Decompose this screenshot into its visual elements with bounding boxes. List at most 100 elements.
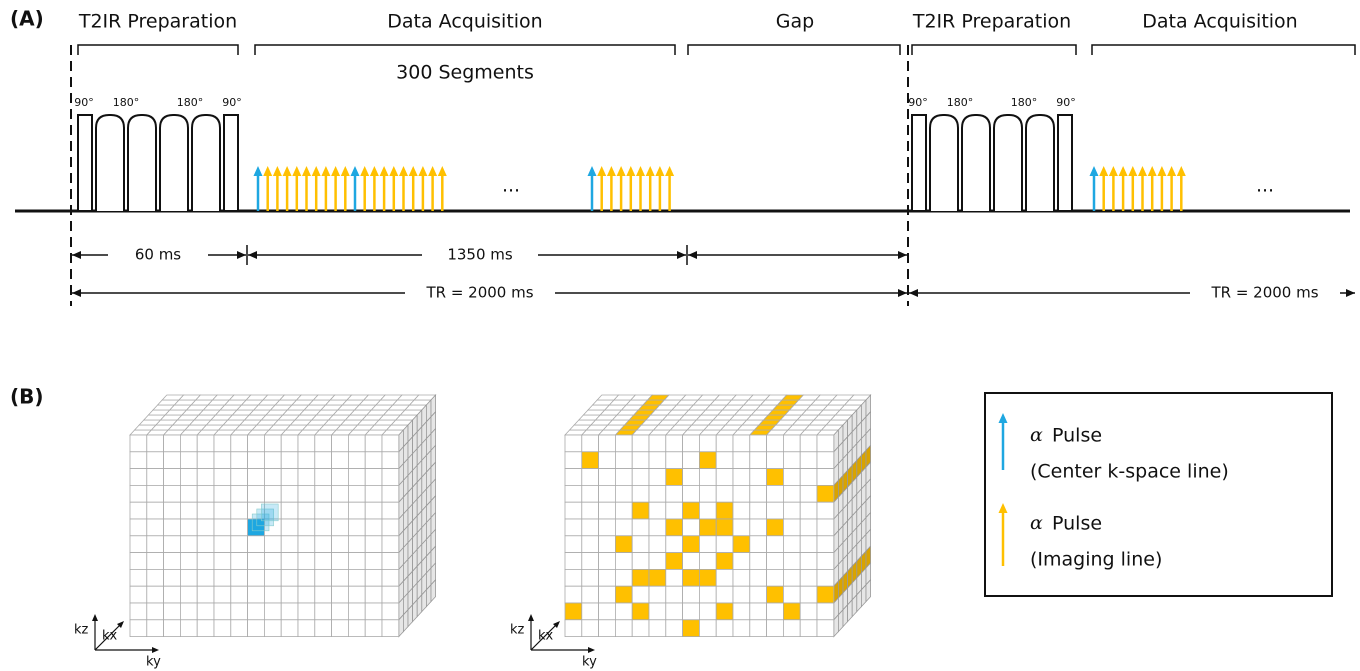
cube-cell xyxy=(214,536,231,553)
cube-cell xyxy=(666,469,683,486)
cube-cell xyxy=(716,553,733,570)
cube-cell xyxy=(298,435,315,452)
cube-cell xyxy=(130,469,147,486)
cube-cell xyxy=(164,620,181,637)
imaging-pulse xyxy=(418,166,427,176)
cube-cell xyxy=(565,620,582,637)
cube-cell xyxy=(582,603,599,620)
cube-cell xyxy=(615,586,632,603)
cube-cell xyxy=(716,586,733,603)
cube-cell xyxy=(164,469,181,486)
cube-cell xyxy=(281,569,298,586)
cube-cell xyxy=(130,569,147,586)
cube-cell xyxy=(632,469,649,486)
cube-cell xyxy=(365,502,382,519)
ellipsis: ... xyxy=(1256,175,1274,197)
cube-cell xyxy=(315,485,332,502)
cube-cell xyxy=(264,536,281,553)
dim-arrowhead xyxy=(72,289,81,297)
cube-cell xyxy=(197,502,214,519)
pulse-180 xyxy=(962,115,990,211)
cube-cell xyxy=(632,553,649,570)
imaging-pulse xyxy=(292,166,301,176)
bracket xyxy=(688,45,900,55)
cube-cell xyxy=(130,519,147,536)
cube-cell xyxy=(733,469,750,486)
cube-cell xyxy=(130,586,147,603)
cube-cell xyxy=(582,502,599,519)
imaging-pulse xyxy=(1157,166,1166,176)
cube-cell xyxy=(382,469,399,486)
cube-cell xyxy=(733,485,750,502)
cube-cell xyxy=(231,502,248,519)
cube-cell xyxy=(197,519,214,536)
cube-cell xyxy=(767,553,784,570)
cube-cell xyxy=(264,569,281,586)
cube-cell xyxy=(315,569,332,586)
cube-cell xyxy=(666,519,683,536)
cube-cell xyxy=(264,435,281,452)
dim-arrowhead xyxy=(909,289,918,297)
cube-cell xyxy=(783,485,800,502)
cube-cell xyxy=(783,586,800,603)
cube-cell xyxy=(817,502,834,519)
cube-cell xyxy=(130,553,147,570)
cube-cell xyxy=(130,502,147,519)
cube-cell xyxy=(582,553,599,570)
cube-cell xyxy=(565,603,582,620)
cube-cell xyxy=(382,536,399,553)
imaging-pulse xyxy=(1148,166,1157,176)
cube-cell xyxy=(817,603,834,620)
cube-cell xyxy=(800,536,817,553)
legend-title: Pulse xyxy=(1052,425,1102,447)
pulse-label: 180° xyxy=(1011,96,1038,109)
cube-cell xyxy=(348,620,365,637)
cube-cell xyxy=(666,485,683,502)
imaging-pulse xyxy=(626,166,635,176)
legend-detail: (Center k-space line) xyxy=(1030,461,1229,483)
cube-cell xyxy=(817,620,834,637)
cube-cell xyxy=(767,485,784,502)
cube-cell xyxy=(699,536,716,553)
cube-cell xyxy=(817,435,834,452)
cube-cell xyxy=(817,536,834,553)
cube-cell xyxy=(699,586,716,603)
cube-cell xyxy=(632,536,649,553)
cube-cell xyxy=(800,519,817,536)
dim-arrowhead xyxy=(237,251,246,259)
section-title: T2IR Preparation xyxy=(912,11,1071,33)
cube-cell xyxy=(615,620,632,637)
cube-cell xyxy=(147,620,164,637)
pulse-label: 180° xyxy=(947,96,974,109)
cube-cell xyxy=(716,469,733,486)
cube-cell xyxy=(180,452,197,469)
cube-cell xyxy=(180,620,197,637)
cube-cell xyxy=(666,452,683,469)
cube-cell xyxy=(164,569,181,586)
cube-cell xyxy=(164,485,181,502)
ellipsis: ... xyxy=(502,175,520,197)
axis-label: ky xyxy=(146,655,161,670)
cube-cell xyxy=(264,469,281,486)
cube-cell xyxy=(649,553,666,570)
cube-cell xyxy=(615,603,632,620)
cube-cell xyxy=(565,519,582,536)
cube-cell xyxy=(365,452,382,469)
cube-cell xyxy=(615,502,632,519)
cube-cell xyxy=(733,603,750,620)
cube-cell xyxy=(348,586,365,603)
cube-cell xyxy=(599,469,616,486)
cube-cell xyxy=(733,553,750,570)
legend-detail: (Imaging line) xyxy=(1030,549,1162,571)
cube-cell xyxy=(716,435,733,452)
cube-cell xyxy=(298,469,315,486)
figure: (A) T2IR Preparation Data Acquisition Ga… xyxy=(0,0,1360,671)
cube-cell xyxy=(767,536,784,553)
cube-cell xyxy=(783,620,800,637)
pulse-90 xyxy=(224,115,238,211)
cube-cell xyxy=(599,435,616,452)
pulse-180 xyxy=(1026,115,1054,211)
cube-cell xyxy=(214,553,231,570)
cube-cell xyxy=(716,452,733,469)
cube-cell xyxy=(817,519,834,536)
